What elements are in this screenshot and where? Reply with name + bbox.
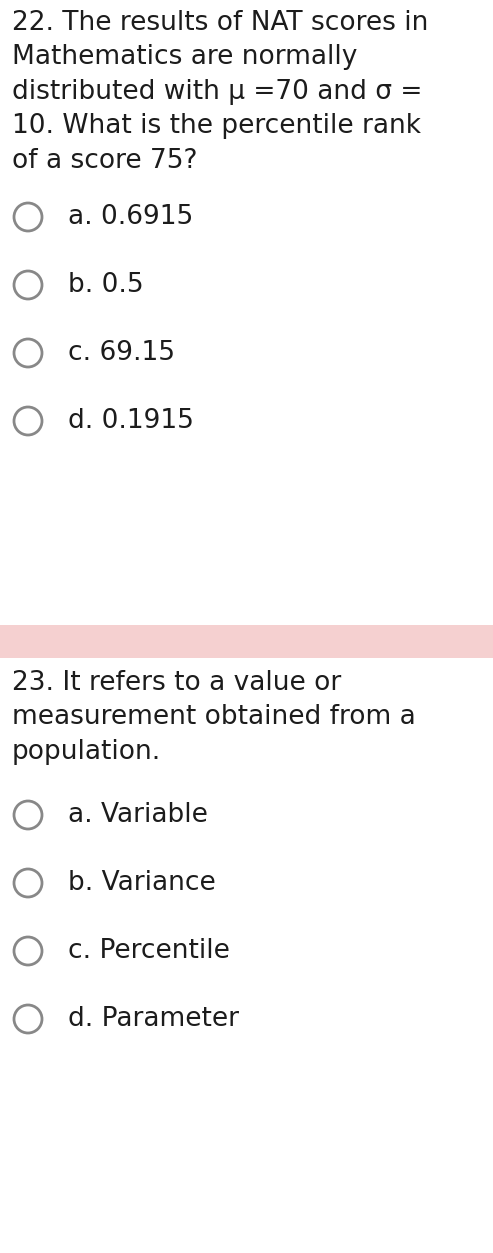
Text: c. 69.15: c. 69.15: [68, 340, 175, 366]
Text: a. Variable: a. Variable: [68, 802, 208, 828]
Text: d. 0.1915: d. 0.1915: [68, 408, 194, 434]
Circle shape: [14, 870, 42, 897]
Bar: [0, 625, 493, 658]
Text: b. Variance: b. Variance: [68, 870, 216, 896]
Text: d. Parameter: d. Parameter: [68, 1006, 239, 1032]
Circle shape: [14, 340, 42, 367]
Circle shape: [14, 937, 42, 965]
Circle shape: [14, 1005, 42, 1032]
Circle shape: [14, 203, 42, 231]
Text: 22. The results of NAT scores in
Mathematics are normally
distributed with μ =70: 22. The results of NAT scores in Mathema…: [12, 10, 428, 174]
Text: a. 0.6915: a. 0.6915: [68, 204, 193, 231]
Circle shape: [14, 407, 42, 435]
Text: 23. It refers to a value or
measurement obtained from a
population.: 23. It refers to a value or measurement …: [12, 670, 416, 764]
Circle shape: [14, 271, 42, 299]
Circle shape: [14, 801, 42, 829]
Text: c. Percentile: c. Percentile: [68, 938, 230, 964]
Text: b. 0.5: b. 0.5: [68, 272, 143, 298]
